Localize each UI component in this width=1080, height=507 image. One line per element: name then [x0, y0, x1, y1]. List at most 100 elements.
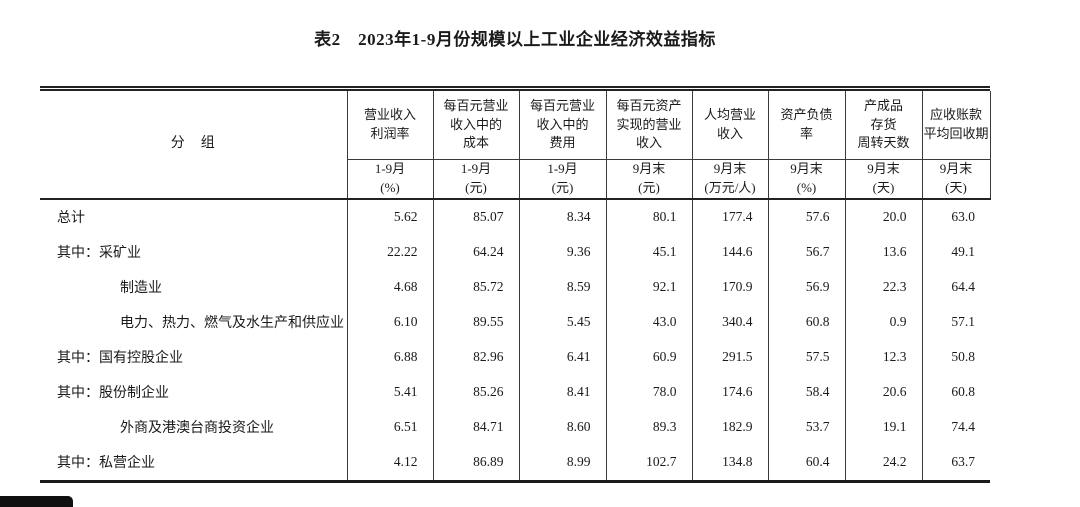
value-cell: 60.8: [921, 374, 990, 410]
row-label: 其中：采矿业: [57, 246, 141, 262]
value-cell: 85.07: [432, 198, 519, 235]
value-cell: 22.3: [844, 269, 922, 305]
value-cell: 92.1: [605, 269, 692, 305]
value-cell: 24.2: [844, 444, 922, 480]
value-cell: 170.9: [691, 269, 768, 305]
value-cell: 12.3: [844, 339, 922, 375]
value-cell: 174.6: [691, 374, 768, 410]
unit-label: (%): [796, 179, 817, 195]
value-cell: 89.3: [605, 409, 692, 445]
bottom-left-artifact: [0, 496, 73, 507]
table-row-mining: 其中：采矿业 22.22 64.24 9.36 45.1 144.6 56.7 …: [40, 234, 990, 270]
value-cell: 45.1: [605, 234, 692, 270]
row-label: 外商及港澳台商投资企业: [120, 421, 274, 437]
value-cell: 82.96: [432, 339, 519, 375]
value-cell: 8.99: [518, 444, 606, 480]
row-label: 其中：私营企业: [57, 456, 155, 472]
value-cell: 89.55: [432, 304, 519, 340]
period-label: 1-9月: [547, 161, 578, 176]
value-cell: 74.4: [921, 409, 990, 445]
header-row-periods: 1-9月 (%) 1-9月 (元) 1-9月 (元) 9月末 (元) 9月末 (万元/人)…: [40, 159, 991, 200]
table-row-utilities: 电力、热力、燃气及水生产和供应业 6.10 89.55 5.45 43.0 34…: [40, 304, 990, 340]
value-cell: 49.1: [921, 234, 990, 270]
column-header-revenue-per-capita: 人均营业 收入: [691, 91, 768, 160]
value-cell: 6.10: [346, 304, 433, 340]
value-cell: 20.0: [844, 198, 922, 235]
period-cell: 9月末 (元): [605, 159, 692, 200]
value-cell: 4.68: [346, 269, 433, 305]
row-label: 制造业: [120, 281, 162, 297]
value-cell: 56.9: [767, 269, 845, 305]
column-header-inventory-turnover-days: 产成品 存货 周转天数: [844, 91, 922, 160]
value-cell: 5.45: [518, 304, 606, 340]
value-cell: 86.89: [432, 444, 519, 480]
row-label: 其中：股份制企业: [57, 386, 169, 402]
header-row-indicators: 分 组 营业收入 利润率 每百元营业 收入中的 成本 每百元营业 收入中的 费用…: [40, 91, 991, 200]
value-cell: 8.60: [518, 409, 606, 445]
table-row-manufacturing: 制造业 4.68 85.72 8.59 92.1 170.9 56.9 22.3…: [40, 269, 990, 305]
table-row-state-owned: 其中：国有控股企业 6.88 82.96 6.41 60.9 291.5 57.…: [40, 339, 990, 375]
period-label: 1-9月: [460, 161, 492, 176]
period-cell: 1-9月 (元): [518, 159, 606, 200]
period-label: 1-9月: [374, 161, 406, 176]
value-cell: 57.1: [921, 304, 990, 340]
unit-label: (元): [638, 179, 660, 195]
value-cell: 85.26: [432, 374, 519, 410]
value-cell: 340.4: [691, 304, 768, 340]
value-cell: 60.4: [767, 444, 845, 480]
value-cell: 58.4: [767, 374, 845, 410]
table-row-private: 其中：私营企业 4.12 86.89 8.99 102.7 134.8 60.4…: [40, 444, 990, 480]
period-label: 9月末: [713, 161, 747, 176]
value-cell: 64.4: [921, 269, 990, 305]
row-label: 电力、热力、燃气及水生产和供应业: [120, 316, 344, 332]
period-cell: 9月末 (天): [921, 159, 991, 200]
value-cell: 60.8: [767, 304, 845, 340]
value-cell: 8.34: [518, 198, 606, 235]
value-cell: 53.7: [767, 409, 845, 445]
value-cell: 78.0: [605, 374, 692, 410]
value-cell: 85.72: [432, 269, 519, 305]
value-cell: 102.7: [605, 444, 692, 480]
column-header-expense-per-100: 每百元营业 收入中的 费用: [518, 91, 606, 160]
value-cell: 144.6: [691, 234, 768, 270]
row-label: 总计: [57, 211, 85, 227]
value-cell: 177.4: [691, 198, 768, 235]
value-cell: 6.41: [518, 339, 606, 375]
value-cell: 0.9: [844, 304, 922, 340]
value-cell: 19.1: [844, 409, 922, 445]
value-cell: 43.0: [605, 304, 692, 340]
value-cell: 6.88: [346, 339, 433, 375]
value-cell: 8.59: [518, 269, 606, 305]
period-cell: 9月末 (天): [844, 159, 922, 200]
table-title: 表2 2023年1-9月份规模以上工业企业经济效益指标: [314, 30, 716, 49]
column-header-profit-rate: 营业收入 利润率: [346, 91, 433, 160]
column-header-debt-ratio: 资产负债 率: [767, 91, 845, 160]
value-cell: 182.9: [691, 409, 768, 445]
value-cell: 60.9: [605, 339, 692, 375]
value-cell: 13.6: [844, 234, 922, 270]
value-cell: 63.7: [921, 444, 990, 480]
row-label: 其中：国有控股企业: [57, 351, 183, 367]
value-cell: 50.8: [921, 339, 990, 375]
unit-label: (%): [380, 179, 400, 195]
column-header-revenue-per-100-assets: 每百元资产 实现的营业 收入: [605, 91, 692, 160]
value-cell: 64.24: [432, 234, 519, 270]
period-label: 9月末: [939, 161, 973, 176]
unit-label: (元): [551, 179, 574, 195]
period-cell: 1-9月 (%): [346, 159, 433, 200]
value-cell: 57.6: [767, 198, 845, 235]
period-label: 9月末: [867, 161, 900, 176]
unit-label: (万元/人): [704, 179, 756, 195]
unit-label: (天): [872, 179, 895, 195]
table-row-total: 总计 5.62 85.07 8.34 80.1 177.4 57.6 20.0 …: [40, 198, 990, 235]
value-cell: 5.62: [346, 198, 433, 235]
value-cell: 4.12: [346, 444, 433, 480]
indicators-table: 分 组 营业收入 利润率 每百元营业 收入中的 成本 每百元营业 收入中的 费用…: [40, 91, 991, 480]
value-cell: 8.41: [518, 374, 606, 410]
period-cell: 1-9月 (元): [432, 159, 519, 200]
value-cell: 57.5: [767, 339, 845, 375]
value-cell: 80.1: [605, 198, 692, 235]
period-cell: 9月末 (万元/人): [691, 159, 768, 200]
table-row-shareholding: 其中：股份制企业 5.41 85.26 8.41 78.0 174.6 58.4…: [40, 374, 990, 410]
unit-label: (天): [945, 179, 967, 195]
